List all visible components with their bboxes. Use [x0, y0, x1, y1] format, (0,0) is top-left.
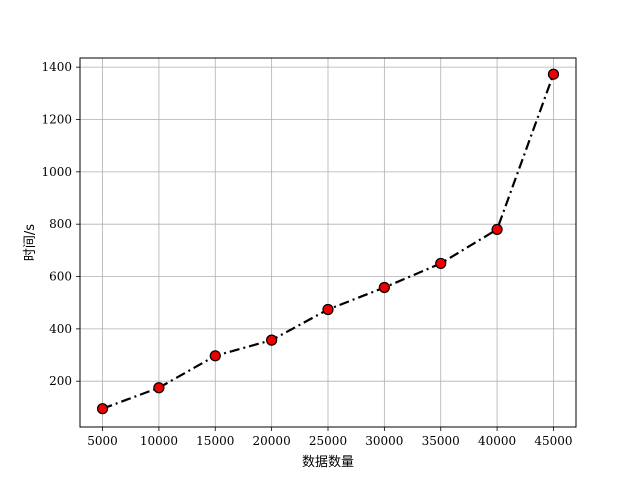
- data-point: [96, 403, 109, 415]
- x-tick-label: 15000: [196, 434, 234, 448]
- x-tick-label: 30000: [365, 434, 403, 448]
- y-tick-label: 1000: [41, 165, 72, 179]
- y-tick-label: 400: [49, 322, 72, 336]
- axis-ticks: 5000 10000 15000 20000 25000 30000 35000 40000 4…: [41, 60, 572, 448]
- y-tick-label: 600: [49, 270, 72, 284]
- x-tick-label: 40000: [478, 434, 516, 448]
- y-tick-label: 200: [49, 374, 72, 388]
- x-axis-label: 数据数量: [302, 455, 354, 470]
- data-point: [153, 382, 165, 394]
- x-tick-label: 20000: [253, 434, 291, 448]
- data-series: [96, 68, 560, 415]
- x-tick-label: 35000: [422, 434, 460, 448]
- y-tick-label: 800: [49, 217, 72, 231]
- data-point: [378, 281, 390, 294]
- data-point: [435, 257, 447, 270]
- data-point: [209, 350, 221, 362]
- data-point: [547, 68, 560, 80]
- data-point: [266, 334, 278, 346]
- x-tick-label: 5000: [87, 434, 118, 448]
- x-tick-label: 45000: [534, 434, 572, 448]
- plot-area-frame: [79, 57, 577, 428]
- data-point: [491, 223, 503, 236]
- y-axis-label: 时间/s: [23, 224, 38, 261]
- y-tick-label: 1400: [41, 60, 72, 74]
- data-point: [322, 303, 334, 316]
- grid-lines: [80, 58, 576, 427]
- x-tick-label: 25000: [309, 434, 347, 448]
- x-tick-label: 10000: [140, 434, 178, 448]
- y-tick-label: 1200: [41, 113, 72, 127]
